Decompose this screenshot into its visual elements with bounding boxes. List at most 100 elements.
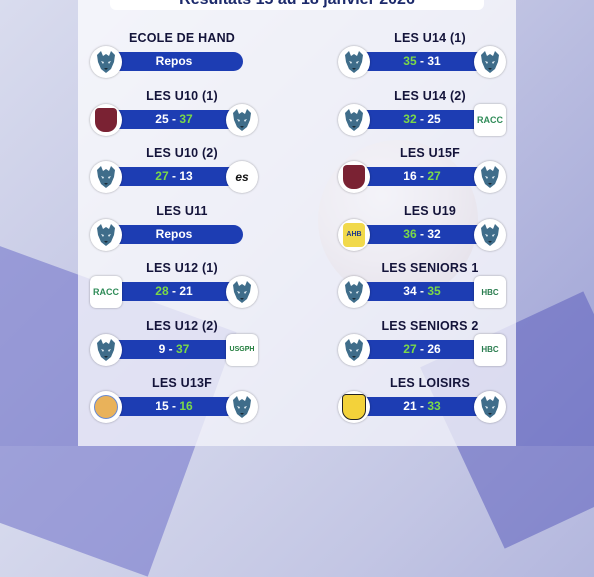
match-left-0: ECOLE DE HAND Repos xyxy=(82,31,282,88)
es-logo: es xyxy=(226,161,258,193)
home-score: 15 xyxy=(155,399,169,413)
home-score: 21 xyxy=(403,399,417,413)
score-separator: - xyxy=(416,399,428,413)
wolf-logo xyxy=(90,333,122,366)
match-left-2: LES U10 (2) 27 - 13 es xyxy=(82,146,282,203)
score-text: Repos xyxy=(155,54,193,68)
away-score: 13 xyxy=(179,169,193,183)
score-bar: 27 - 26 xyxy=(353,339,491,359)
match-title: LES U10 (1) xyxy=(146,88,218,103)
wolf-logo xyxy=(338,276,370,308)
hbc-script-logo: HBC xyxy=(474,333,506,366)
home-score: 25 xyxy=(155,111,169,126)
match-left-3: LES U11 Repos xyxy=(82,204,282,261)
score-bar: 28 - 21 xyxy=(105,282,243,301)
match-title: ECOLE DE HAND xyxy=(128,31,236,45)
home-score: 35 xyxy=(403,54,417,68)
home-score: 36 xyxy=(403,226,417,241)
hbc-logo: HBC xyxy=(474,276,506,308)
racc-text: RACC xyxy=(477,114,503,125)
club-badge-logo xyxy=(90,103,122,136)
wolf-logo xyxy=(226,103,258,136)
home-score: 27 xyxy=(155,169,169,183)
score-bar: 25 - 37 xyxy=(105,109,243,129)
racc-logo: RACC xyxy=(474,103,506,136)
ahb-logo: AHB xyxy=(338,218,370,251)
score-bar: 35 - 31 xyxy=(353,52,491,71)
home-score: 9 xyxy=(158,341,166,356)
home-score: 27 xyxy=(403,341,417,356)
score-separator: - xyxy=(416,284,428,298)
score-bar: 16 - 27 xyxy=(353,167,491,186)
home-score: 28 xyxy=(155,284,169,298)
match-right-1: LES U14 (2) 32 - 25 RACC xyxy=(330,89,530,146)
score-separator: - xyxy=(416,341,428,356)
away-score: 37 xyxy=(176,341,190,356)
yellow-crest-logo xyxy=(338,391,370,423)
match-title: LES U12 (2) xyxy=(146,318,218,333)
wolf-logo xyxy=(226,276,258,308)
page-title: Résultats 15 au 18 janvier 2026 xyxy=(110,0,484,9)
wolf-logo xyxy=(474,391,506,423)
score-bar: Repos xyxy=(105,52,243,71)
wolf-logo xyxy=(90,46,122,78)
wolf-logo xyxy=(338,103,370,136)
match-title: LES U15F xyxy=(400,146,460,160)
match-title: LES U19 xyxy=(403,203,457,218)
score-separator: - xyxy=(168,399,180,413)
match-right-0: LES U14 (1) 35 - 31 xyxy=(330,31,530,88)
score-bar: 15 - 16 xyxy=(105,397,243,416)
club-badge-logo xyxy=(338,161,370,193)
away-score: 32 xyxy=(427,226,441,241)
score-bar: 32 - 25 xyxy=(353,109,491,129)
score-bar: 27 - 13 xyxy=(105,167,243,186)
score-bar: 36 - 32 xyxy=(353,224,491,244)
match-title: LES U14 (2) xyxy=(394,88,466,103)
score-separator: - xyxy=(416,169,428,183)
away-score: 26 xyxy=(427,341,441,356)
score-separator: - xyxy=(416,54,428,68)
home-score: 34 xyxy=(403,284,417,298)
wolf-logo xyxy=(226,391,258,423)
wolf-logo xyxy=(90,218,122,251)
match-right-6: LES LOISIRS 21 - 33 xyxy=(330,376,530,433)
away-score: 27 xyxy=(427,169,441,183)
wolf-logo xyxy=(90,161,122,193)
score-separator: - xyxy=(168,111,180,126)
away-score: 35 xyxy=(427,284,441,298)
match-right-3: LES U19 36 - 32 AHB xyxy=(330,204,530,261)
score-separator: - xyxy=(416,226,428,241)
score-separator: - xyxy=(416,111,428,126)
match-right-4: LES SENIORS 1 34 - 35 HBC xyxy=(330,261,530,318)
crest-logo xyxy=(90,391,122,423)
header-banner: Résultats 15 au 18 janvier 2026 xyxy=(110,0,484,10)
score-bar: 21 - 33 xyxy=(353,397,491,416)
wolf-logo xyxy=(338,333,370,366)
match-title: LES LOISIRS xyxy=(390,376,470,390)
away-score: 21 xyxy=(179,284,193,298)
match-title: LES U12 (1) xyxy=(146,261,218,275)
score-bar: 34 - 35 xyxy=(353,282,491,301)
racc-text: RACC xyxy=(93,287,119,297)
home-score: 16 xyxy=(403,169,417,183)
score-separator: - xyxy=(168,284,180,298)
match-title: LES U11 xyxy=(156,203,208,218)
away-score: 16 xyxy=(179,399,193,413)
match-title: LES SENIORS 1 xyxy=(381,261,479,275)
match-left-1: LES U10 (1) 25 - 37 xyxy=(82,89,282,146)
wolf-logo xyxy=(474,218,506,251)
racc-logo: RACC xyxy=(90,276,122,308)
match-title: LES U13F xyxy=(152,376,212,390)
match-left-6: LES U13F 15 - 16 xyxy=(82,376,282,433)
match-title: LES U10 (2) xyxy=(146,146,218,160)
score-separator: - xyxy=(168,169,180,183)
wolf-logo xyxy=(474,46,506,78)
score-bar: 9 - 37 xyxy=(105,339,243,359)
match-left-5: LES U12 (2) 9 - 37 USGPH xyxy=(82,319,282,376)
blue-wolf-logo xyxy=(338,46,370,78)
away-score: 37 xyxy=(179,111,193,126)
match-right-2: LES U15F 16 - 27 xyxy=(330,146,530,203)
score-text: Repos xyxy=(155,226,193,241)
match-left-4: LES U12 (1) 28 - 21 RACC xyxy=(82,261,282,318)
away-score: 25 xyxy=(427,111,441,126)
